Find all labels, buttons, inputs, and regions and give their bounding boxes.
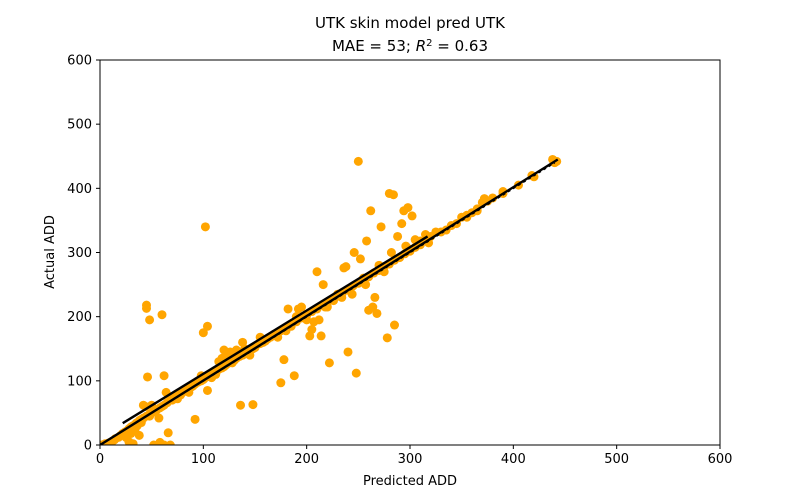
title-metric-suffix: = 0.63 [433, 37, 489, 55]
fit-lines [100, 158, 559, 445]
x-axis: 0 100 200 300 400 500 600 [96, 445, 733, 467]
data-point [145, 315, 155, 325]
data-point [366, 206, 376, 216]
x-tick-label: 200 [294, 452, 319, 467]
data-point [393, 231, 403, 241]
data-point [390, 320, 399, 330]
data-point [163, 428, 173, 438]
x-tick-label: 400 [501, 452, 526, 467]
data-point [157, 310, 167, 320]
data-point [312, 267, 322, 277]
data-point [307, 325, 317, 334]
chart-title-line-1: UTK skin model pred UTK [315, 14, 506, 32]
data-point [276, 378, 286, 388]
x-tick-label: 500 [604, 452, 629, 467]
y-tick-label: 500 [67, 118, 92, 133]
data-point [190, 414, 200, 424]
x-tick-label: 300 [398, 452, 423, 467]
data-point [370, 292, 380, 302]
x-tick-label: 0 [96, 452, 104, 467]
data-point [154, 413, 164, 423]
y-tick-label: 600 [67, 54, 92, 69]
data-point [279, 355, 289, 365]
data-point [372, 308, 382, 318]
data-point [355, 254, 365, 264]
data-point [236, 400, 246, 410]
fit-line [122, 235, 429, 425]
data-point [341, 262, 351, 272]
identity-line-dashed [100, 161, 556, 445]
x-tick-label: 100 [191, 452, 216, 467]
data-point [376, 222, 386, 232]
data-point [159, 371, 169, 381]
data-point [202, 321, 212, 331]
data-point [479, 194, 489, 204]
data-point [351, 368, 361, 378]
y-axis: 0 100 200 300 400 500 600 [67, 54, 100, 454]
data-point [362, 236, 372, 246]
data-point [297, 302, 306, 312]
title-r2-exponent: 2 [426, 38, 432, 49]
data-point [397, 219, 407, 229]
title-metric-prefix: MAE = 53; [332, 37, 416, 55]
data-point [202, 385, 212, 395]
data-point [386, 248, 396, 257]
data-point [134, 430, 144, 440]
data-point [283, 304, 293, 314]
data-point [382, 333, 392, 343]
data-point [198, 328, 208, 338]
data-point [403, 203, 413, 213]
x-axis-label: Predicted ADD [363, 474, 457, 489]
data-point [349, 248, 359, 257]
data-point [318, 280, 328, 290]
y-tick-label: 400 [67, 182, 92, 197]
data-point [248, 400, 258, 410]
chart-title-line-2: MAE = 53; R2 = 0.63 [332, 37, 488, 55]
y-tick-label: 200 [67, 310, 92, 325]
data-point [324, 358, 334, 368]
data-point [142, 303, 151, 313]
data-point [343, 347, 353, 357]
data-point [165, 440, 175, 445]
data-point [316, 331, 326, 341]
data-point [353, 156, 363, 166]
data-point [368, 302, 378, 312]
y-tick-label: 300 [67, 246, 92, 261]
data-point [200, 222, 210, 232]
data-point [289, 371, 299, 381]
y-axis-label: Actual ADD [43, 215, 58, 289]
y-tick-label: 100 [67, 374, 92, 389]
title-r2-symbol: R [416, 37, 426, 55]
data-point [314, 315, 324, 325]
data-point [143, 372, 153, 382]
data-point [128, 439, 138, 445]
data-point [388, 190, 398, 200]
fit-line [100, 158, 559, 445]
data-point [347, 289, 357, 299]
y-tick-label: 0 [84, 439, 92, 454]
data-point [361, 280, 371, 290]
data-point [407, 211, 417, 221]
x-tick-label: 600 [708, 452, 733, 467]
